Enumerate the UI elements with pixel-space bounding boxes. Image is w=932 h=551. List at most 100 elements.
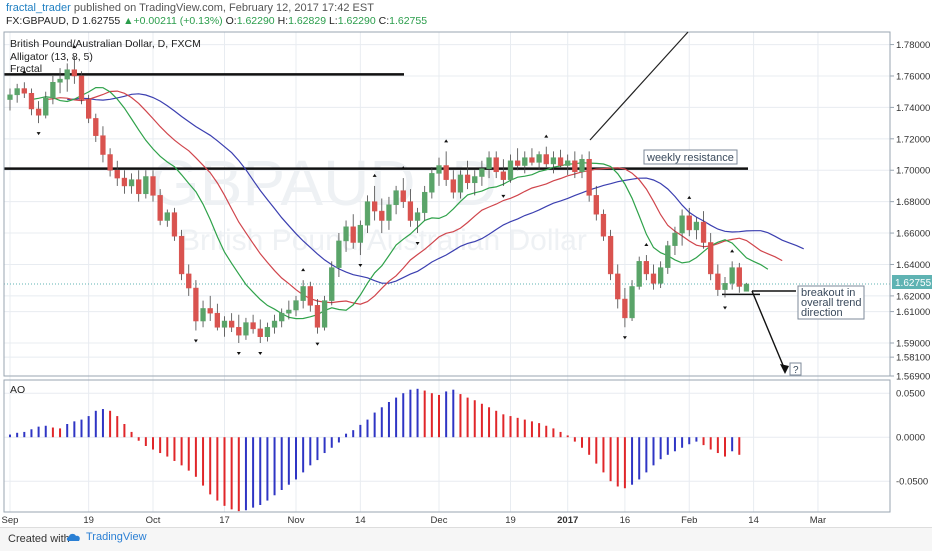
alligator-legend[interactable]: Alligator (13, 8, 5) bbox=[10, 51, 93, 63]
candle-body bbox=[658, 267, 664, 284]
breakout-box bbox=[797, 285, 865, 320]
price-tick-label: 1.68000 bbox=[896, 197, 930, 208]
candle-body bbox=[708, 242, 714, 275]
candle-body bbox=[171, 212, 178, 237]
candle-body bbox=[615, 273, 621, 300]
candle-body bbox=[686, 215, 692, 231]
low-label: L: bbox=[328, 15, 338, 27]
candle-body bbox=[557, 157, 564, 166]
candle-body bbox=[529, 157, 535, 163]
candle-body bbox=[114, 169, 120, 179]
candle-body bbox=[136, 179, 142, 195]
arrow-head-icon bbox=[780, 364, 789, 374]
candle-body bbox=[279, 312, 285, 322]
candle-body bbox=[665, 245, 671, 268]
candle-body bbox=[679, 215, 685, 234]
publish-text: published on TradingView.com, February 1… bbox=[70, 2, 374, 14]
price-tick-label: 1.76000 bbox=[896, 71, 930, 82]
footer: Created with TradingView bbox=[0, 527, 932, 551]
open-label: O: bbox=[225, 15, 237, 27]
candle-body bbox=[622, 298, 628, 319]
time-tick-label: 14 bbox=[748, 515, 759, 526]
candle-body bbox=[286, 309, 292, 314]
candle-body bbox=[86, 99, 92, 119]
candle-body bbox=[214, 312, 220, 328]
candle-body bbox=[743, 283, 750, 292]
candle-body bbox=[536, 154, 542, 163]
ohlc-readout: FX:GBPAUD, D 1.62755 ▲+0.00211 (+0.13%) … bbox=[6, 15, 427, 27]
last-price-tag bbox=[892, 275, 932, 289]
ao-legend[interactable]: AO bbox=[10, 384, 25, 396]
candle-body bbox=[121, 177, 128, 187]
candle-body bbox=[543, 154, 549, 165]
fractal-down-icon bbox=[315, 342, 320, 346]
candle-body bbox=[271, 320, 278, 328]
ao-histogram bbox=[9, 388, 741, 512]
fractal-up-icon bbox=[544, 134, 549, 138]
candle-body bbox=[457, 174, 464, 193]
tradingview-logo[interactable]: TradingView bbox=[66, 531, 147, 543]
fractal-legend[interactable]: Fractal bbox=[10, 63, 42, 75]
time-tick-label: Sep bbox=[2, 515, 19, 526]
fractal-markers bbox=[22, 45, 735, 356]
candle-body bbox=[14, 88, 20, 96]
time-tick-label: Feb bbox=[681, 515, 697, 526]
candle-body bbox=[715, 273, 721, 290]
watermark-name: British Pound/Australian Dollar bbox=[180, 224, 587, 257]
candle-body bbox=[386, 204, 392, 221]
time-tick-label: 17 bbox=[219, 515, 230, 526]
candle-body bbox=[693, 221, 700, 231]
candle-body bbox=[407, 201, 414, 221]
close-value: 1.62755 bbox=[389, 15, 428, 27]
candle-body bbox=[43, 97, 49, 116]
author-link[interactable]: fractal_trader bbox=[6, 2, 71, 14]
candle-body bbox=[629, 286, 635, 319]
question-box bbox=[789, 362, 802, 376]
candle-body bbox=[28, 93, 35, 110]
fractal-down-icon bbox=[236, 352, 241, 356]
candle-body bbox=[229, 320, 235, 328]
price-tick-label: 1.72000 bbox=[896, 134, 930, 145]
candle-body bbox=[486, 157, 492, 169]
candle-body bbox=[364, 201, 371, 226]
chart-canvas[interactable]: GBPAUD, D British Pound/Australian Dolla… bbox=[0, 28, 932, 527]
fractal-down-icon bbox=[258, 352, 263, 356]
candle-body bbox=[722, 283, 728, 290]
candle-body bbox=[150, 176, 156, 196]
ao-tick-label: 0.0500 bbox=[896, 389, 925, 400]
candle-body bbox=[343, 226, 349, 242]
candle-body bbox=[700, 221, 707, 243]
candle-body bbox=[50, 82, 56, 99]
watermark-symbol: GBPAUD, D bbox=[150, 147, 497, 219]
candle-body bbox=[357, 224, 364, 243]
ao-tick-label: -0.0500 bbox=[896, 477, 928, 488]
fractal-down-icon bbox=[36, 132, 41, 136]
price-tick-label: 1.70000 bbox=[896, 166, 930, 177]
candle-body bbox=[729, 267, 735, 284]
time-tick-label: Oct bbox=[146, 515, 161, 526]
last-price: 1.62755 bbox=[82, 15, 121, 27]
candle-body bbox=[221, 320, 228, 328]
fractal-up-icon bbox=[730, 249, 735, 253]
candle-body bbox=[579, 158, 585, 173]
candle-body bbox=[379, 210, 385, 221]
price-change: +0.00211 (+0.13%) bbox=[133, 15, 223, 27]
candle-body bbox=[372, 201, 378, 212]
candle-body bbox=[400, 190, 406, 202]
candle-body bbox=[257, 328, 263, 337]
alligator-teeth-line bbox=[45, 90, 783, 305]
time-tick-label: 14 bbox=[355, 515, 366, 526]
candle-body bbox=[450, 179, 456, 193]
candle-body bbox=[672, 232, 678, 246]
candle-body bbox=[243, 322, 249, 336]
time-tick-label: 2017 bbox=[557, 515, 578, 526]
fractal-down-icon bbox=[723, 306, 727, 310]
fractal-up-icon bbox=[22, 70, 27, 74]
created-with-label: Created with bbox=[8, 533, 70, 545]
candle-body bbox=[600, 213, 607, 237]
price-tick-label: 1.58100 bbox=[896, 353, 930, 364]
candle-body bbox=[71, 69, 77, 77]
candle-body bbox=[565, 160, 571, 166]
price-tick-label: 1.78000 bbox=[896, 40, 930, 51]
high-value: 1.62829 bbox=[288, 15, 327, 27]
